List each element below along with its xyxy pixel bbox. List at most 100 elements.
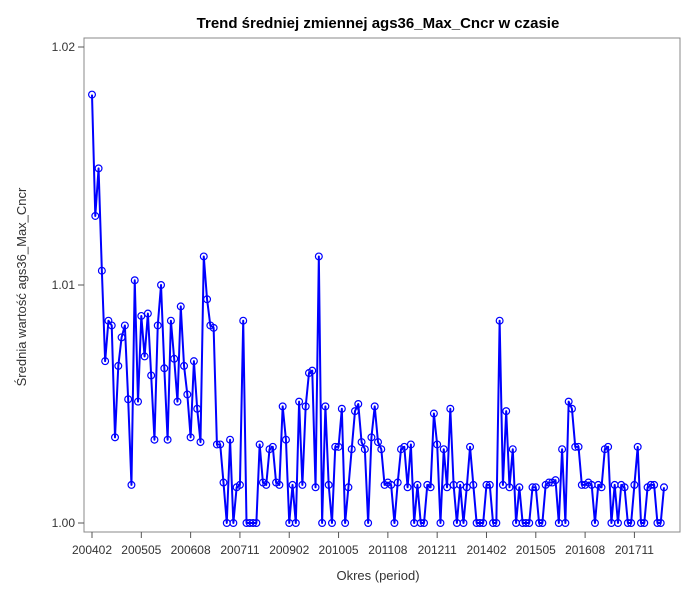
series-line [87, 90, 668, 527]
data-point [212, 440, 221, 449]
x-tick-label: 200902 [269, 543, 309, 557]
data-point [94, 164, 103, 173]
data-point [321, 402, 330, 411]
data-point [153, 321, 162, 330]
data-point [288, 480, 297, 489]
data-point [495, 316, 504, 325]
data-point [436, 518, 445, 527]
data-point [489, 518, 498, 527]
data-point [604, 442, 613, 451]
data-point [107, 321, 116, 330]
data-point [636, 518, 645, 527]
y-axis: 1.00 1.01 1.02 [52, 40, 84, 530]
y-tick-label: 1.00 [52, 516, 76, 530]
data-point [262, 480, 271, 489]
data-point [627, 518, 636, 527]
data-point [157, 281, 166, 290]
data-point [183, 390, 192, 399]
data-point [439, 445, 448, 454]
data-point [163, 435, 172, 444]
data-point [393, 478, 402, 487]
data-point [327, 518, 336, 527]
x-tick-label: 200711 [220, 543, 259, 557]
y-axis-label: Średnia wartość ags36_Max_Cncr [14, 187, 29, 386]
data-point [426, 483, 435, 492]
data-point [646, 480, 655, 489]
data-point [337, 404, 346, 413]
data-point [413, 480, 422, 489]
x-tick-label: 200505 [121, 543, 161, 557]
data-point [219, 478, 228, 487]
data-point [558, 445, 567, 454]
data-point [186, 433, 195, 442]
data-point [469, 480, 478, 489]
data-point [479, 518, 488, 527]
data-point [492, 518, 501, 527]
data-point [613, 518, 622, 527]
data-point [143, 309, 152, 318]
x-tick-label: 201005 [319, 543, 359, 557]
data-point [298, 480, 307, 489]
data-point [367, 433, 376, 442]
data-point [357, 438, 366, 447]
data-point [147, 371, 156, 380]
data-point [505, 483, 514, 492]
data-point [311, 483, 320, 492]
data-point [420, 518, 429, 527]
data-point [630, 480, 639, 489]
data-point [268, 442, 277, 451]
data-point [295, 397, 304, 406]
data-point [659, 483, 668, 492]
data-point [360, 445, 369, 454]
data-point [331, 442, 340, 451]
x-tick-label: 201402 [466, 543, 506, 557]
data-point [252, 518, 261, 527]
data-point [301, 402, 310, 411]
data-point [344, 483, 353, 492]
data-point [354, 400, 363, 409]
data-point [117, 333, 126, 342]
data-point [623, 518, 632, 527]
data-point [176, 302, 185, 311]
data-point [416, 518, 425, 527]
data-point [446, 404, 455, 413]
data-point [502, 407, 511, 416]
x-tick-label: 201211 [418, 543, 457, 557]
data-point [91, 211, 100, 220]
data-point [275, 480, 284, 489]
data-point [318, 518, 327, 527]
data-point [278, 402, 287, 411]
x-axis-label: Okres (period) [336, 568, 419, 583]
x-tick-label: 201711 [615, 543, 654, 557]
data-point [650, 480, 659, 489]
data-point [515, 483, 524, 492]
data-point [341, 518, 350, 527]
data-point [475, 518, 484, 527]
data-point [226, 435, 235, 444]
data-point [114, 361, 123, 370]
x-axis: 200402 200505 200608 200711 200902 201005 2011… [72, 532, 654, 557]
data-point [101, 357, 110, 366]
data-point [370, 402, 379, 411]
data-point [482, 480, 491, 489]
data-point [314, 252, 323, 261]
data-point [347, 445, 356, 454]
data-point [377, 445, 386, 454]
data-point [633, 442, 642, 451]
data-point [324, 480, 333, 489]
y-tick-label: 1.01 [52, 278, 76, 292]
data-point [239, 316, 248, 325]
series-path [91, 94, 665, 524]
data-point [170, 354, 179, 363]
data-point [551, 476, 560, 485]
data-point [196, 438, 205, 447]
data-point [229, 518, 238, 527]
data-point [485, 480, 494, 489]
data-point [564, 397, 573, 406]
data-point [535, 518, 544, 527]
data-point [150, 435, 159, 444]
data-point [459, 518, 468, 527]
data-point [111, 433, 120, 442]
data-point [140, 352, 149, 361]
